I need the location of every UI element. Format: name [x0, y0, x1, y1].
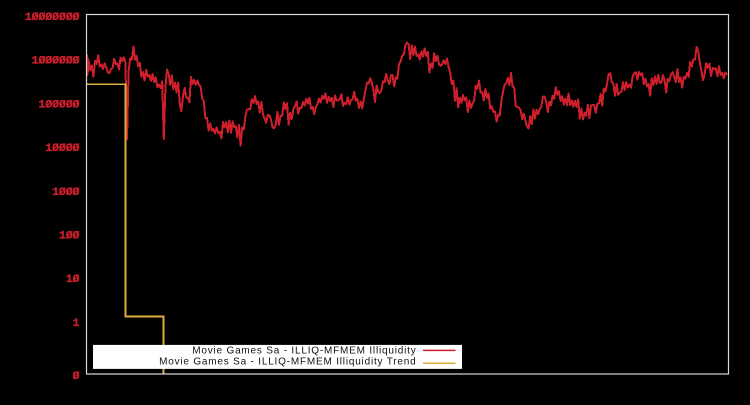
svg-text:Movie Games Sa - ILLIQ-MFMEM I: Movie Games Sa - ILLIQ-MFMEM Illiquidity: [192, 346, 416, 357]
svg-text:1: 1: [73, 318, 80, 330]
svg-text:1ØØ: 1ØØ: [59, 231, 80, 243]
svg-text:1ØØØØØØØ: 1ØØØØØØØ: [25, 12, 80, 24]
svg-text:1ØØØØØ: 1ØØØØØ: [38, 99, 79, 111]
svg-text:Movie Games Sa - ILLIQ-MFMEM I: Movie Games Sa - ILLIQ-MFMEM Illiquidity…: [159, 357, 416, 368]
svg-text:Ø: Ø: [73, 371, 80, 383]
svg-text:1Ø: 1Ø: [66, 274, 80, 286]
svg-text:1ØØØ: 1ØØØ: [52, 187, 80, 199]
svg-text:1ØØØØ: 1ØØØØ: [45, 143, 79, 155]
svg-text:1ØØØØØØ: 1ØØØØØØ: [32, 56, 80, 68]
